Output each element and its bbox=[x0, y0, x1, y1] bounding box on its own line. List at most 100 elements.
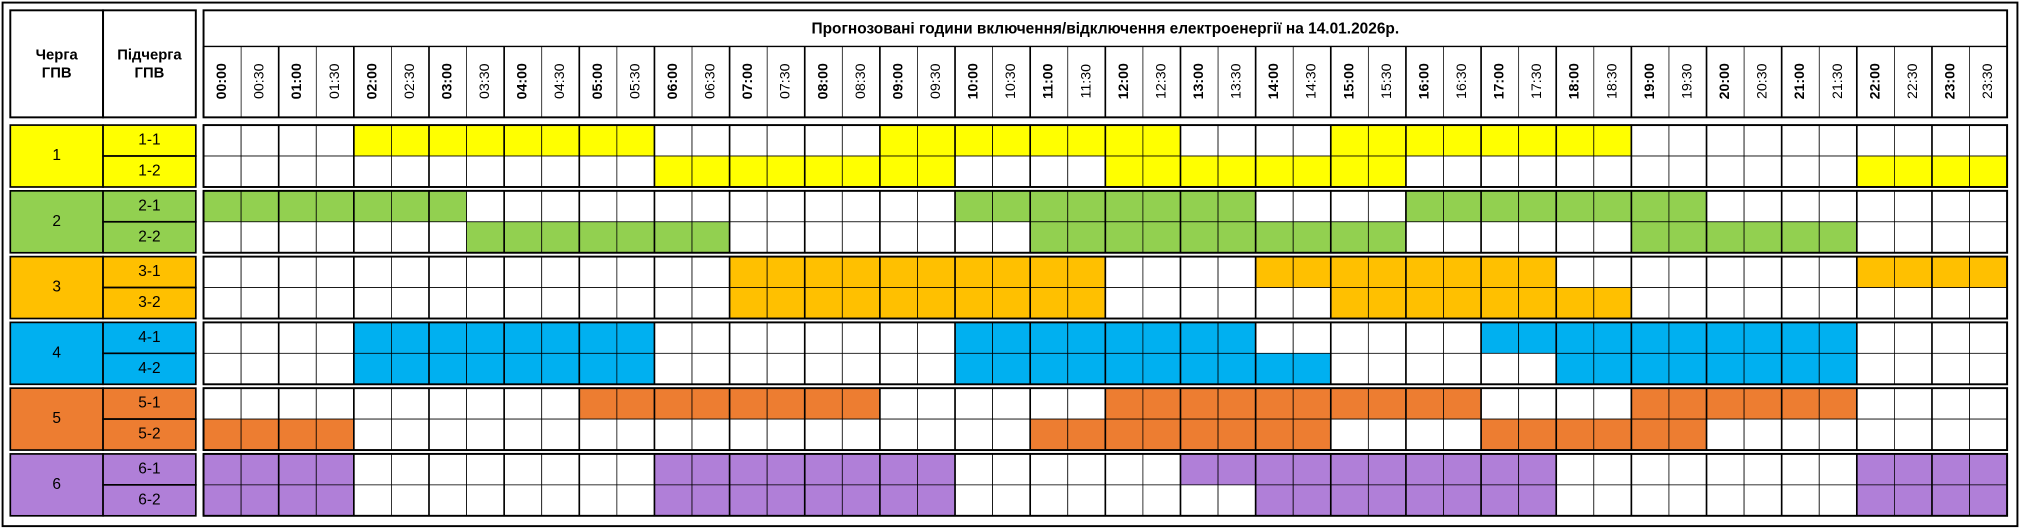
outage-slot bbox=[466, 124, 505, 157]
outage-slot bbox=[278, 484, 317, 517]
power-slot bbox=[1217, 287, 1257, 319]
outage-slot bbox=[1292, 352, 1332, 385]
outage-slot bbox=[1330, 221, 1369, 254]
outage-slot bbox=[841, 484, 881, 517]
time-label: 22:30 bbox=[1905, 63, 1921, 99]
outage-slot bbox=[428, 352, 467, 385]
power-slot bbox=[1255, 124, 1294, 157]
power-slot bbox=[841, 190, 881, 223]
outage-slot bbox=[1518, 124, 1557, 157]
outage-slot bbox=[578, 352, 618, 385]
power-slot bbox=[1180, 287, 1219, 319]
outage-slot bbox=[1593, 321, 1632, 354]
power-slot bbox=[1443, 155, 1482, 188]
power-slot bbox=[1931, 321, 1970, 354]
power-slot bbox=[1743, 484, 1783, 517]
power-slot bbox=[992, 418, 1031, 451]
power-slot bbox=[541, 155, 580, 188]
power-slot bbox=[1067, 453, 1106, 486]
outage-slot bbox=[1630, 221, 1670, 254]
power-slot bbox=[240, 321, 280, 354]
time-label: 01:30 bbox=[327, 63, 343, 99]
power-slot bbox=[954, 155, 993, 188]
power-slot bbox=[879, 190, 918, 223]
power-slot bbox=[1969, 321, 2008, 354]
outage-slot bbox=[766, 287, 806, 319]
outage-slot bbox=[1781, 221, 1820, 254]
power-slot bbox=[841, 321, 881, 354]
group-frame bbox=[202, 255, 2009, 320]
power-slot bbox=[691, 190, 730, 223]
outage-slot bbox=[1104, 124, 1144, 157]
outage-slot bbox=[578, 387, 618, 420]
outage-slot bbox=[203, 453, 242, 486]
outage-slot bbox=[1029, 256, 1069, 288]
power-slot bbox=[1555, 484, 1595, 517]
outage-slot bbox=[1029, 221, 1069, 254]
outage-slot bbox=[1180, 453, 1219, 486]
power-slot bbox=[1668, 453, 1707, 486]
outage-slot bbox=[1743, 321, 1783, 354]
outage-slot bbox=[954, 287, 993, 319]
outage-slot bbox=[1931, 256, 1970, 288]
power-slot bbox=[203, 124, 242, 157]
power-slot bbox=[1781, 453, 1820, 486]
power-slot bbox=[1142, 484, 1181, 517]
power-slot bbox=[1292, 124, 1332, 157]
outage-slot bbox=[917, 453, 956, 486]
outage-slot bbox=[1292, 256, 1332, 288]
time-label: 19:30 bbox=[1679, 63, 1695, 99]
power-slot bbox=[1668, 155, 1707, 188]
outage-slot bbox=[1518, 453, 1557, 486]
outage-slot bbox=[1405, 387, 1444, 420]
power-slot bbox=[203, 155, 242, 188]
subqueue-cell bbox=[102, 220, 197, 254]
outage-slot bbox=[315, 453, 355, 486]
power-slot bbox=[766, 190, 806, 223]
power-slot bbox=[1894, 124, 1933, 157]
outage-slot bbox=[1518, 418, 1557, 451]
outage-slot bbox=[1555, 352, 1595, 385]
power-slot bbox=[353, 453, 392, 486]
power-slot bbox=[278, 124, 317, 157]
power-slot bbox=[1969, 352, 2008, 385]
outage-slot bbox=[1217, 155, 1257, 188]
outage-slot bbox=[1668, 352, 1707, 385]
subqueue-label: 6-2 bbox=[138, 491, 160, 508]
power-slot bbox=[541, 453, 580, 486]
power-slot bbox=[1706, 124, 1745, 157]
power-slot bbox=[879, 221, 918, 254]
power-slot bbox=[466, 287, 505, 319]
outage-slot bbox=[729, 484, 768, 517]
outage-slot bbox=[1330, 453, 1369, 486]
power-slot bbox=[1180, 256, 1219, 288]
outage-slot bbox=[428, 321, 467, 354]
outage-slot bbox=[391, 124, 430, 157]
power-slot bbox=[691, 256, 730, 288]
power-slot bbox=[1969, 124, 2008, 157]
outage-slot bbox=[1630, 321, 1670, 354]
time-label: 02:00 bbox=[364, 63, 380, 99]
power-slot bbox=[1142, 256, 1181, 288]
outage-slot bbox=[1255, 484, 1294, 517]
outage-slot bbox=[240, 418, 280, 451]
power-slot bbox=[1330, 352, 1369, 385]
outage-slot bbox=[1330, 124, 1369, 157]
time-label: 09:30 bbox=[928, 63, 944, 99]
power-slot bbox=[616, 190, 655, 223]
time-label: 00:30 bbox=[252, 63, 268, 99]
outage-slot bbox=[1781, 352, 1820, 385]
outage-slot bbox=[1029, 124, 1069, 157]
power-slot bbox=[1706, 155, 1745, 188]
outage-slot bbox=[992, 190, 1031, 223]
outage-slot bbox=[1292, 387, 1332, 420]
power-slot bbox=[315, 352, 355, 385]
outage-slot bbox=[1067, 352, 1106, 385]
power-slot bbox=[1555, 155, 1595, 188]
outage-slot bbox=[278, 418, 317, 451]
power-slot bbox=[1743, 453, 1783, 486]
power-slot bbox=[1029, 387, 1069, 420]
power-slot bbox=[1443, 418, 1482, 451]
power-slot bbox=[541, 484, 580, 517]
outage-slot bbox=[992, 256, 1031, 288]
